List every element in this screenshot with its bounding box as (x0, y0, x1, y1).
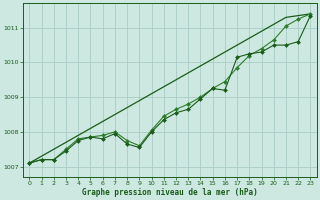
X-axis label: Graphe pression niveau de la mer (hPa): Graphe pression niveau de la mer (hPa) (82, 188, 258, 197)
